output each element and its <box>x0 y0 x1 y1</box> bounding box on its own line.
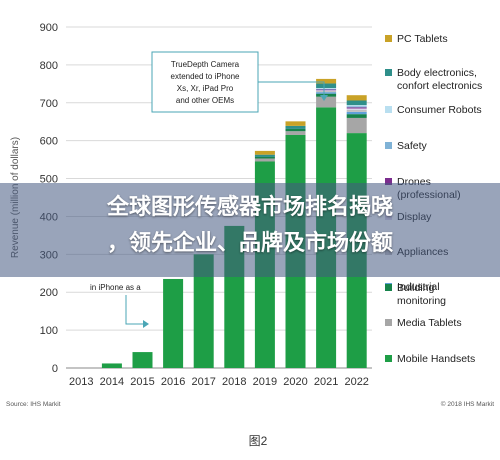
bar-segment <box>346 105 367 107</box>
bar-segment <box>346 100 367 106</box>
bar-segment <box>285 121 306 126</box>
x-tick-label: 2020 <box>283 376 307 388</box>
legend-swatch <box>385 142 392 149</box>
bar-segment <box>316 90 337 92</box>
banner-title-line-2: ，领先企业、品牌及市场份额 <box>106 231 393 256</box>
bar-segment <box>346 111 367 115</box>
legend-label: Body electronics, <box>397 67 477 79</box>
bar-segment <box>254 150 275 155</box>
bar-segment <box>346 114 367 118</box>
legend-swatch <box>385 106 392 113</box>
x-tick-label: 2016 <box>161 376 185 388</box>
legend-label: Industrial <box>397 281 440 293</box>
legend-label: Safety <box>397 140 428 152</box>
annotation-arrowhead <box>320 95 328 101</box>
bar-segment <box>316 88 337 89</box>
bar-segment <box>193 254 214 368</box>
figure-label: 图2 <box>249 434 268 448</box>
legend-label: Mobile Handsets <box>397 353 475 365</box>
bar-segment <box>316 88 337 90</box>
legend-swatch <box>385 35 392 42</box>
legend-label: confort electronics <box>397 80 482 92</box>
annotation-arrow <box>258 81 325 98</box>
y-tick-label: 700 <box>40 98 58 110</box>
bar-segment <box>285 125 306 129</box>
legend-label: Media Tablets <box>397 317 462 329</box>
y-tick-label: 200 <box>40 287 58 299</box>
x-tick-label: 2021 <box>314 376 338 388</box>
bar-segment <box>346 117 367 134</box>
legend-swatch <box>385 319 392 326</box>
bar-segment <box>285 128 306 132</box>
x-tick-label: 2013 <box>69 376 93 388</box>
legend-label: Consumer Robots <box>397 104 482 116</box>
legend-swatch <box>385 355 392 362</box>
x-tick-label: 2017 <box>191 376 215 388</box>
x-tick-label: 2014 <box>100 376 124 388</box>
x-tick-label: 2018 <box>222 376 246 388</box>
annotation-text: in iPhone as a <box>90 283 141 292</box>
bar-segment <box>254 154 275 157</box>
y-tick-label: 0 <box>52 363 58 375</box>
legend-label: monitoring <box>397 295 446 307</box>
legend-swatch <box>385 284 392 291</box>
bar-segment <box>254 156 275 159</box>
y-tick-label: 900 <box>40 22 58 34</box>
source-note: Source: IHS Markit <box>6 401 61 408</box>
bar-segment <box>346 95 367 101</box>
annotation-text: Xs, Xr, iPad Pro <box>177 84 234 93</box>
annotation-text: TrueDepth Camera <box>171 60 240 69</box>
bar-segment <box>346 106 367 108</box>
annotation-box <box>151 51 259 113</box>
x-tick-label: 2019 <box>253 376 277 388</box>
x-tick-label: 2022 <box>344 376 368 388</box>
bar-segment <box>101 363 122 368</box>
annotation-text: extended to iPhone <box>171 72 240 81</box>
bar-segment <box>316 78 337 84</box>
bar-segment <box>132 352 153 368</box>
y-tick-label: 500 <box>40 174 58 186</box>
bar-segment <box>316 83 337 89</box>
bar-segment <box>316 89 337 91</box>
bar-segment <box>316 91 337 93</box>
legend-label: PC Tablets <box>397 33 448 45</box>
annotation-text: and other OEMs <box>176 96 234 105</box>
bar-segment <box>346 109 367 112</box>
annotation-arrow <box>125 295 146 325</box>
bar-segment <box>316 96 337 108</box>
legend-label: Building <box>397 282 435 294</box>
banner-title: 全球图形传感器市场排名揭晓 ，领先企业、品牌及市场份额 <box>0 190 500 262</box>
legend-swatch <box>385 178 392 185</box>
x-tick-label: 2015 <box>130 376 154 388</box>
bar-segment <box>285 131 306 135</box>
y-tick-label: 600 <box>40 136 58 148</box>
legend-swatch <box>385 69 392 76</box>
title-banner-overlay <box>0 183 500 277</box>
chart-annotations: TrueDepth Camera extended to iPhone Xs, Xr… <box>90 51 328 328</box>
bar-segment <box>316 92 337 94</box>
copyright-note: © 2018 IHS Markit <box>441 400 494 408</box>
bar-segment <box>346 107 367 109</box>
y-tick-label: 800 <box>40 60 58 72</box>
bar-segment <box>346 108 367 110</box>
annotation-arrowhead <box>143 320 149 328</box>
bar-segment <box>163 278 184 368</box>
bar-segment <box>254 158 275 162</box>
banner-title-line-1: 全球图形传感器市场排名揭晓 <box>106 195 393 220</box>
y-tick-label: 100 <box>40 325 58 337</box>
